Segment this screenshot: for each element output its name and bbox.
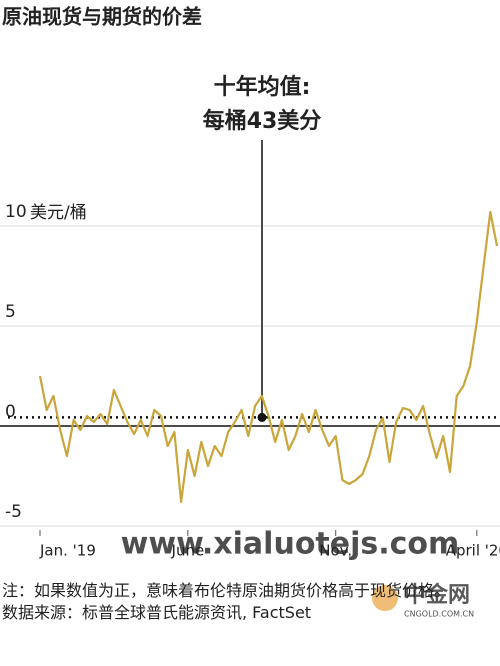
- watermark: CNGOLD.COM.CN: [404, 610, 474, 619]
- annotation: 每桶43美分: [203, 108, 322, 134]
- y-tick-label: 0: [5, 402, 16, 422]
- x-tick-label: Nov.: [319, 542, 352, 560]
- x-tick-label: April '20: [446, 542, 500, 560]
- watermark: www.xialuotejs.com: [121, 527, 460, 562]
- y-tick-label: 10: [5, 202, 27, 222]
- annotation: 十年均值:: [214, 74, 311, 100]
- x-tick-label: Jan. '19: [39, 542, 96, 560]
- mean-dot: [257, 412, 267, 422]
- y-axis-label: 美元/桶: [30, 203, 87, 223]
- series-line: [38, 210, 499, 504]
- source: 数据来源：标普全球普氏能源资讯, FactSet: [2, 603, 312, 622]
- y-tick-label: 5: [5, 302, 16, 322]
- x-tick-label: June: [171, 542, 205, 560]
- note: 注：如果数值为正，意味着布伦特原油期货价格高于现货价格。: [2, 581, 451, 600]
- notes: 注：如果数值为正，意味着布伦特原油期货价格高于现货价格。 数据来源：标普全球普氏…: [2, 580, 498, 624]
- watermark: 中金网: [404, 582, 470, 608]
- logo-mark: [372, 585, 398, 611]
- y-tick-label: -5: [5, 502, 22, 522]
- chart-title: 原油现货与期货的价差: [2, 5, 202, 29]
